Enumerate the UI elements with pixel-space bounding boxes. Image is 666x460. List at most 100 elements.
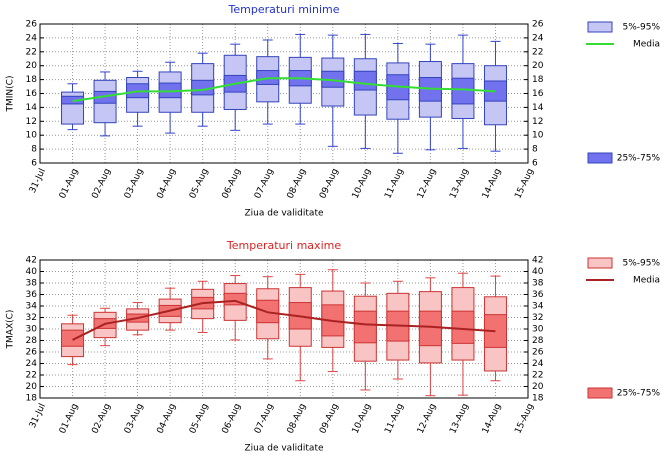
y2-tick-label: 38: [532, 279, 544, 289]
x-tick-label: 07-Aug: [253, 402, 276, 435]
x-axis-label: Ziua de validitate: [244, 209, 323, 219]
y-axis-label: TMAX(C): [6, 310, 16, 350]
legend-box: [587, 21, 613, 33]
x-tick-label: 01-Aug: [58, 402, 81, 435]
y-tick-label: 22: [26, 47, 37, 57]
x-tick-label: 15-Aug: [513, 167, 536, 200]
y2-tick-label: 42: [532, 256, 543, 266]
x-tick-label: 13-Aug: [448, 402, 471, 435]
y2-tick-label: 40: [532, 267, 544, 277]
x-tick-label: 10-Aug: [351, 402, 374, 435]
y-tick-label: 6: [31, 159, 37, 169]
y-tick-label: 12: [26, 117, 37, 127]
y-tick-label: 14: [26, 103, 38, 113]
x-tick-label: 03-Aug: [123, 167, 146, 200]
plot-frame: [39, 259, 529, 399]
y2-tick-label: 12: [532, 117, 543, 127]
x-axis-label: Ziua de validitate: [244, 444, 323, 454]
media-line: [72, 299, 496, 341]
y-tick-label: 38: [26, 279, 38, 289]
y-tick-label: 20: [26, 382, 38, 392]
y-tick-label: 18: [26, 75, 38, 85]
y2-tick-label: 28: [532, 336, 544, 346]
y2-tick-label: 10: [532, 131, 544, 141]
y2-tick-label: 34: [532, 302, 544, 312]
y-tick-label: 36: [26, 290, 38, 300]
y2-tick-label: 16: [532, 89, 544, 99]
chart-title: Temperaturi minime: [228, 3, 340, 16]
x-tick-label: 06-Aug: [221, 167, 244, 200]
y2-tick-label: 20: [532, 61, 544, 71]
x-tick-label: 08-Aug: [286, 167, 309, 200]
y2-tick-label: 8: [532, 145, 538, 155]
x-tick-label: 13-Aug: [448, 167, 471, 200]
y2-tick-label: 20: [532, 382, 544, 392]
y2-tick-label: 22: [532, 371, 543, 381]
y-tick-label: 10: [26, 131, 38, 141]
y2-tick-label: 24: [532, 33, 544, 43]
y2-tick-label: 18: [532, 75, 544, 85]
chart-title: Temperaturi maxime: [226, 239, 341, 252]
x-tick-label: 12-Aug: [416, 402, 439, 435]
x-tick-label: 10-Aug: [351, 167, 374, 200]
x-tick-label: 08-Aug: [286, 402, 309, 435]
y2-tick-label: 36: [532, 290, 544, 300]
x-tick-label: 15-Aug: [513, 402, 536, 435]
x-tick-label: 04-Aug: [155, 167, 178, 200]
x-tick-label: 04-Aug: [155, 402, 178, 435]
y-tick-label: 18: [26, 394, 38, 404]
y-tick-label: 8: [31, 145, 37, 155]
y-tick-label: 22: [26, 371, 37, 381]
x-tick-label: 11-Aug: [383, 402, 406, 435]
y-tick-label: 16: [26, 89, 38, 99]
legend-label: 25%-75%: [617, 389, 661, 399]
box: [451, 310, 475, 344]
y2-tick-label: 22: [532, 47, 543, 57]
media-line: [72, 77, 496, 103]
x-tick-label: 05-Aug: [188, 167, 211, 200]
x-tick-label: 09-Aug: [318, 167, 341, 200]
y-tick-label: 26: [26, 20, 38, 30]
x-tick-label: 03-Aug: [123, 402, 146, 435]
y2-tick-label: 24: [532, 359, 544, 369]
x-tick-label: 31-Jul: [28, 167, 48, 195]
x-tick-label: 11-Aug: [383, 167, 406, 200]
box: [61, 329, 85, 347]
legend-label: Media: [633, 276, 660, 286]
y2-tick-label: 32: [532, 313, 543, 323]
y-tick-label: 26: [26, 348, 38, 358]
plot-frame: [39, 23, 529, 164]
x-tick-label: 12-Aug: [416, 167, 439, 200]
y-tick-label: 24: [26, 33, 38, 43]
y2-tick-label: 14: [532, 103, 544, 113]
x-tick-label: 02-Aug: [90, 402, 113, 435]
y2-tick-label: 30: [532, 325, 544, 335]
y-tick-label: 30: [26, 325, 38, 335]
box: [353, 310, 377, 344]
x-tick-label: 01-Aug: [58, 167, 81, 200]
x-tick-label: 09-Aug: [318, 402, 341, 435]
legend-label: Media: [633, 40, 660, 50]
y-tick-label: 42: [26, 256, 37, 266]
y-axis-label: TMIN(C): [6, 76, 16, 113]
box: [418, 310, 442, 347]
y2-tick-label: 26: [532, 20, 544, 30]
x-tick-label: 14-Aug: [481, 402, 504, 435]
x-tick-label: 07-Aug: [253, 167, 276, 200]
legend-box: [587, 387, 613, 399]
box: [451, 77, 475, 105]
x-tick-label: 02-Aug: [90, 167, 113, 200]
legend-box: [587, 152, 613, 164]
y2-tick-label: 26: [532, 348, 544, 358]
y-tick-label: 28: [26, 336, 38, 346]
y-tick-label: 20: [26, 61, 38, 71]
legend-box: [587, 257, 613, 269]
y-tick-label: 24: [26, 359, 38, 369]
x-tick-label: 31-Jul: [28, 402, 48, 430]
legend-label: 25%-75%: [617, 154, 661, 164]
y-tick-label: 40: [26, 267, 38, 277]
x-tick-label: 05-Aug: [188, 402, 211, 435]
box: [223, 292, 247, 306]
y-tick-label: 34: [26, 302, 38, 312]
